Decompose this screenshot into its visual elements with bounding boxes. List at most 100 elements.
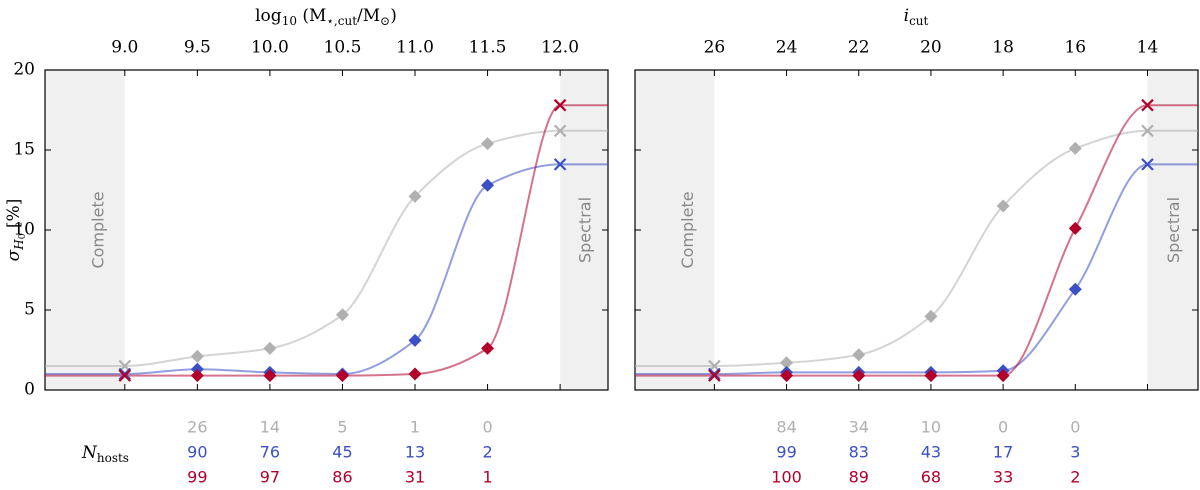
region-label: Complete (678, 191, 697, 268)
region-label: Complete (88, 191, 107, 268)
host-count: 1 (410, 418, 420, 437)
complete-region (635, 70, 715, 390)
x-tick-label: 14 (1137, 38, 1159, 58)
host-count: 14 (260, 418, 280, 437)
y-tick-label: 5 (24, 300, 35, 320)
host-count: 76 (260, 443, 280, 462)
fit-curve (635, 104, 1198, 377)
host-count: 5 (337, 418, 347, 437)
diamond-marker (1068, 221, 1082, 235)
diamond-marker (1068, 141, 1082, 155)
host-count: 83 (849, 443, 869, 462)
host-count: 13 (405, 443, 425, 462)
cross-marker (1141, 98, 1154, 112)
host-count: 17 (993, 443, 1013, 462)
host-count: 68 (921, 468, 941, 487)
host-count: 33 (993, 468, 1013, 487)
host-count: 100 (771, 468, 802, 487)
host-count: 86 (332, 468, 352, 487)
host-count: 3 (1070, 443, 1080, 462)
diamond-marker (996, 369, 1010, 383)
cross-marker (1141, 158, 1154, 171)
x-tick-label: 12.0 (541, 38, 579, 58)
region-label: Spectral (1164, 197, 1183, 263)
x-tick-label: 11.5 (469, 38, 507, 58)
diamond-marker (852, 369, 866, 383)
host-count: 2 (1070, 468, 1080, 487)
diamond-marker (481, 137, 495, 151)
host-count: 43 (921, 443, 941, 462)
diamond-marker (408, 189, 422, 203)
diamond-marker (263, 369, 277, 383)
host-count: 0 (482, 418, 492, 437)
host-count: 97 (260, 468, 280, 487)
counts-label: Nhosts (81, 443, 129, 465)
host-count: 26 (187, 418, 207, 437)
x-tick-label: 16 (1064, 38, 1086, 58)
region-label: Spectral (576, 197, 595, 263)
diamond-marker (190, 349, 204, 363)
diamond-marker (335, 308, 349, 322)
diamond-marker (852, 348, 866, 362)
x-tick-label: 26 (704, 38, 726, 58)
host-count: 90 (187, 443, 207, 462)
fit-curve (45, 163, 608, 376)
cross-marker (118, 369, 132, 382)
diamond-marker (481, 341, 495, 355)
host-count: 99 (776, 443, 796, 462)
diamond-marker (996, 199, 1010, 213)
host-count: 34 (849, 418, 869, 437)
diamond-marker (924, 369, 938, 383)
host-count: 31 (405, 468, 425, 487)
host-count: 0 (1070, 418, 1080, 437)
y-tick-label: 20 (13, 60, 35, 80)
diamond-marker (1068, 282, 1082, 296)
host-count: 10 (921, 418, 941, 437)
cross-marker (553, 98, 567, 112)
diamond-marker (263, 341, 277, 355)
x-tick-label: 24 (776, 38, 798, 58)
plot-frame (634, 69, 1199, 391)
cross-marker (553, 158, 567, 171)
cross-marker (553, 124, 567, 138)
diamond-marker (780, 369, 794, 383)
y-axis-label: σH0 [%] (4, 199, 28, 262)
diamond-marker (335, 369, 349, 383)
host-count: 45 (332, 443, 352, 462)
spectral-region (1147, 70, 1198, 390)
host-count: 0 (998, 418, 1008, 437)
host-count: 89 (849, 468, 869, 487)
cross-marker (708, 367, 721, 381)
x-axis-label: icut (904, 6, 929, 28)
cross-marker (708, 369, 721, 382)
host-count: 99 (187, 468, 207, 487)
diamond-marker (408, 333, 422, 347)
x-tick-label: 9.0 (111, 38, 138, 58)
host-count: 84 (776, 418, 796, 437)
fit-curve (635, 129, 1198, 367)
cross-marker (1141, 124, 1154, 138)
fit-curve (635, 163, 1198, 375)
x-tick-label: 22 (848, 38, 870, 58)
y-tick-label: 0 (24, 380, 35, 400)
complete-region (45, 70, 125, 390)
y-tick-label: 15 (13, 140, 35, 160)
x-tick-label: 18 (992, 38, 1014, 58)
plot-frame (44, 69, 609, 391)
x-tick-label: 20 (920, 38, 942, 58)
x-tick-label: 10.0 (251, 38, 289, 58)
fit-curve (45, 104, 608, 377)
x-tick-label: 9.5 (184, 38, 211, 58)
host-count: 1 (482, 468, 492, 487)
diamond-marker (924, 309, 938, 323)
host-count: 2 (482, 443, 492, 462)
x-tick-label: 10.5 (324, 38, 362, 58)
y-tick-label: 10 (13, 220, 35, 240)
diamond-marker (190, 369, 204, 383)
x-axis-label: log10 (M⋆,cut/M⊙) (255, 6, 397, 28)
fit-curve (45, 129, 608, 367)
spectral-region (560, 70, 608, 390)
diamond-marker (408, 367, 422, 381)
diamond-marker (481, 178, 495, 192)
